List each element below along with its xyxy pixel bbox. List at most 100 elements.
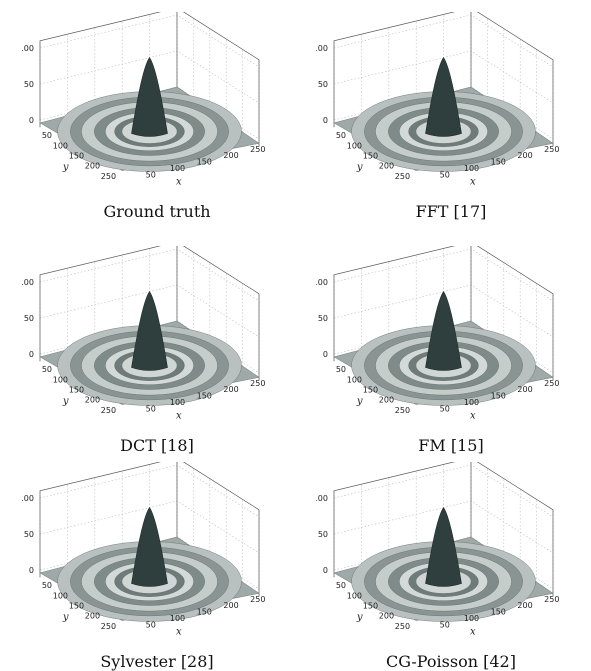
x-tick-label: 50	[440, 405, 450, 414]
y-tick-label: 250	[101, 622, 116, 631]
x-tick-label: 100	[464, 614, 479, 623]
x-tick-label: 150	[491, 608, 506, 617]
x-axis-label: x	[470, 626, 476, 637]
surface-panel: 050100z50100150200250y50100150200250xFFT…	[316, 12, 586, 221]
y-tick-label: 200	[85, 612, 100, 621]
y-tick-label: 250	[395, 622, 410, 631]
y-tick-label: 100	[53, 141, 68, 150]
surface-mesh	[39, 506, 260, 622]
x-tick-label: 200	[223, 601, 238, 610]
y-tick-label: 50	[42, 581, 52, 590]
z-tick-label: 100	[22, 44, 34, 53]
z-tick-label: 50	[318, 80, 328, 89]
surface-plot: 050100z50100150200250y50100150200250x	[22, 462, 265, 637]
surface-panel: 050100z50100150200250y50100150200250xSyl…	[22, 462, 292, 671]
surface-peak	[425, 56, 462, 137]
x-tick-label: 200	[223, 151, 238, 160]
y-tick-label: 100	[53, 375, 68, 384]
x-tick-label: 100	[464, 398, 479, 407]
x-tick-label: 150	[491, 392, 506, 401]
y-tick-label: 200	[379, 396, 394, 405]
z-tick-label: 100	[316, 494, 328, 503]
y-tick-label: 150	[363, 385, 378, 394]
z-tick-label: 100	[22, 278, 34, 287]
y-tick-label: 50	[336, 131, 346, 140]
y-axis-label: y	[62, 162, 69, 173]
y-tick-label: 150	[363, 151, 378, 160]
x-tick-label: 100	[170, 164, 185, 173]
x-tick-label: 250	[544, 145, 559, 154]
axes-box	[39, 12, 260, 147]
axes-box	[333, 12, 554, 147]
surface-panel: 050100z50100150200250y50100150200250xCG-…	[316, 462, 586, 671]
surface-plot: 050100z50100150200250y50100150200250x	[22, 12, 265, 187]
y-tick-label: 50	[42, 131, 52, 140]
z-tick-label: 0	[323, 350, 328, 359]
panel-caption: Sylvester [28]	[100, 652, 214, 671]
y-tick-label: 100	[53, 591, 68, 600]
x-tick-label: 150	[197, 158, 212, 167]
x-tick-label: 50	[440, 171, 450, 180]
surface-plot: 050100z50100150200250y50100150200250x	[316, 12, 559, 187]
x-tick-label: 250	[544, 595, 559, 604]
surface-panel: 050100z50100150200250y50100150200250xGro…	[22, 12, 292, 221]
y-tick-label: 200	[85, 396, 100, 405]
z-tick-label: 100	[22, 494, 34, 503]
y-tick-label: 200	[379, 612, 394, 621]
surface-peak	[131, 506, 168, 587]
z-tick-label: 100	[316, 44, 328, 53]
axes-box	[333, 462, 554, 597]
x-tick-label: 200	[223, 385, 238, 394]
x-tick-label: 50	[146, 621, 156, 630]
z-tick-label: 50	[24, 80, 34, 89]
panel-caption: FFT [17]	[415, 202, 487, 221]
x-axis-label: x	[470, 410, 476, 421]
surface-mesh	[333, 506, 554, 622]
x-axis-label: x	[176, 176, 182, 187]
z-tick-label: 50	[24, 314, 34, 323]
x-tick-label: 250	[544, 379, 559, 388]
y-axis-label: y	[356, 162, 363, 173]
z-tick-label: 50	[318, 530, 328, 539]
y-tick-label: 150	[69, 601, 84, 610]
x-tick-label: 50	[146, 171, 156, 180]
x-axis-label: x	[176, 410, 182, 421]
surface-panel: 050100z50100150200250y50100150200250xFM …	[316, 246, 586, 455]
surface-mesh	[39, 56, 260, 172]
y-tick-label: 100	[347, 591, 362, 600]
surface-peak	[425, 506, 462, 587]
surface-panel: 050100z50100150200250y50100150200250xDCT…	[22, 246, 292, 455]
x-tick-label: 50	[146, 405, 156, 414]
y-axis-label: y	[356, 612, 363, 623]
x-tick-label: 150	[197, 608, 212, 617]
y-tick-label: 50	[336, 365, 346, 374]
x-tick-label: 50	[440, 621, 450, 630]
z-tick-label: 0	[29, 566, 34, 575]
x-tick-label: 250	[250, 595, 265, 604]
panel-caption: FM [15]	[418, 436, 484, 455]
surface-peak	[425, 290, 462, 371]
surface-peak	[131, 290, 168, 371]
x-tick-label: 250	[250, 145, 265, 154]
y-tick-label: 150	[69, 385, 84, 394]
z-tick-label: 50	[318, 314, 328, 323]
surface-plot: 050100z50100150200250y50100150200250x	[22, 246, 265, 421]
panel-caption: DCT [18]	[120, 436, 194, 455]
y-tick-label: 250	[395, 172, 410, 181]
surface-mesh	[333, 56, 554, 172]
z-tick-label: 0	[323, 116, 328, 125]
z-tick-label: 50	[24, 530, 34, 539]
axes-box	[39, 246, 260, 381]
x-tick-label: 150	[491, 158, 506, 167]
surface-mesh	[333, 290, 554, 406]
axes-box	[333, 246, 554, 381]
x-tick-label: 100	[464, 164, 479, 173]
x-axis-label: x	[470, 176, 476, 187]
x-axis-label: x	[176, 626, 182, 637]
x-tick-label: 200	[517, 385, 532, 394]
x-tick-label: 200	[517, 601, 532, 610]
z-tick-label: 0	[29, 116, 34, 125]
y-tick-label: 200	[85, 162, 100, 171]
y-tick-label: 50	[336, 581, 346, 590]
axes-box	[39, 462, 260, 597]
